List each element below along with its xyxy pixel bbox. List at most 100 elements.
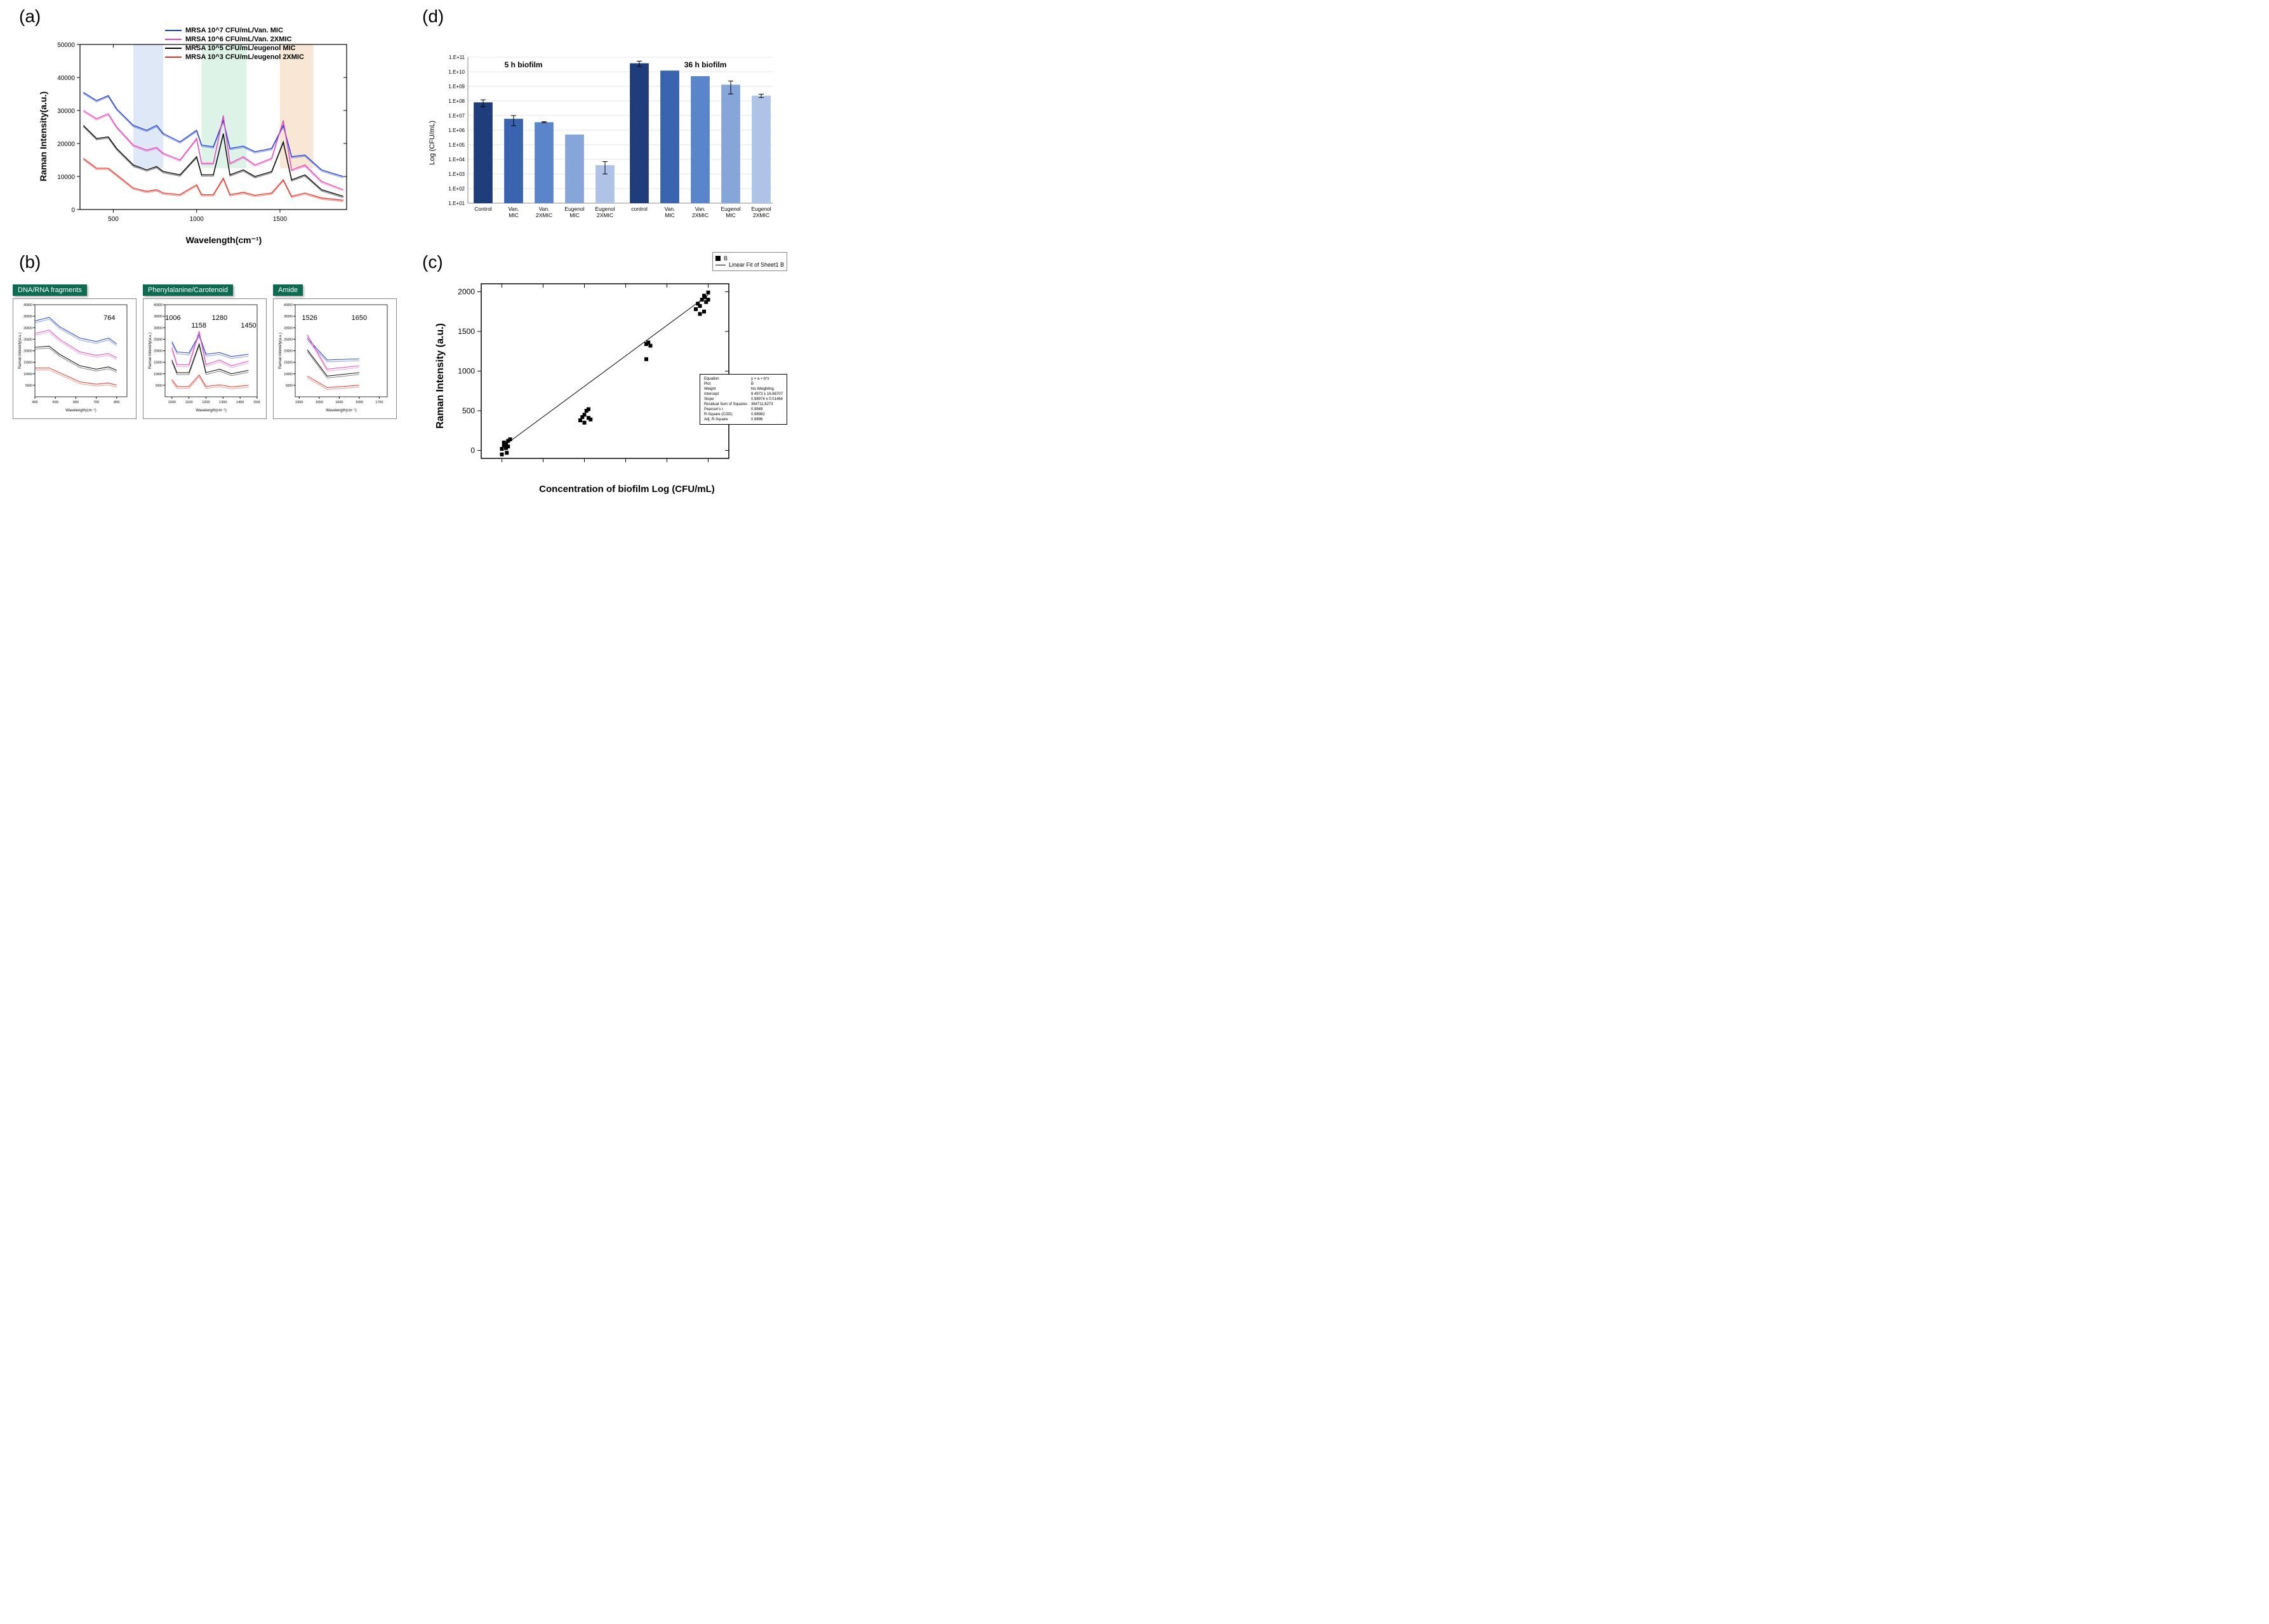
svg-text:40000: 40000 bbox=[284, 303, 293, 307]
svg-text:1.E+04: 1.E+04 bbox=[448, 157, 465, 163]
legend-line bbox=[165, 57, 182, 58]
svg-text:Van.: Van. bbox=[509, 206, 519, 212]
svg-text:1526: 1526 bbox=[302, 314, 317, 322]
panel-d-ylabel: Log (CFU/mL) bbox=[429, 121, 436, 165]
svg-text:40000: 40000 bbox=[23, 303, 32, 307]
stats-key: Pearson's r bbox=[703, 408, 749, 411]
svg-text:764: 764 bbox=[103, 314, 115, 322]
svg-text:1158: 1158 bbox=[191, 322, 206, 329]
svg-text:1550: 1550 bbox=[316, 401, 323, 404]
svg-text:1.E+05: 1.E+05 bbox=[448, 142, 465, 148]
stats-val: y = a + b*x bbox=[750, 377, 784, 381]
panel-b-label: (b) bbox=[19, 252, 41, 272]
svg-text:2XMIC: 2XMIC bbox=[753, 212, 769, 218]
svg-text:1300: 1300 bbox=[219, 401, 227, 404]
svg-text:1.E+06: 1.E+06 bbox=[448, 128, 465, 133]
svg-text:1.E+09: 1.E+09 bbox=[448, 84, 465, 90]
stats-key: Weight bbox=[703, 387, 749, 391]
svg-text:5000: 5000 bbox=[286, 384, 293, 388]
stats-val: 0.98982 bbox=[750, 413, 784, 416]
mini-chart: Amide50001000015000200002500030000350004… bbox=[273, 284, 397, 419]
svg-text:5000: 5000 bbox=[25, 384, 32, 388]
panel-a: (a) MRSA 10^7 CFU/mL/Van. MIC MRSA 10^6 … bbox=[13, 13, 397, 246]
panel-a-label: (a) bbox=[19, 6, 41, 27]
svg-text:25000: 25000 bbox=[23, 338, 32, 342]
legend-text: Linear Fit of Sheet1 B bbox=[729, 262, 784, 268]
svg-text:1700: 1700 bbox=[375, 401, 383, 404]
svg-text:1280: 1280 bbox=[212, 314, 227, 322]
svg-text:Van.: Van. bbox=[695, 206, 706, 212]
svg-text:2XMIC: 2XMIC bbox=[692, 212, 709, 218]
stats-key: Residual Sum of Squares bbox=[703, 403, 749, 406]
svg-text:0: 0 bbox=[71, 207, 75, 214]
svg-text:1650: 1650 bbox=[356, 401, 363, 404]
svg-text:Eugenol: Eugenol bbox=[595, 206, 615, 212]
panel-a-xlabel: Wavelength(cm⁻¹) bbox=[51, 235, 397, 246]
stats-key: Intercept bbox=[703, 392, 749, 396]
svg-text:1.E+03: 1.E+03 bbox=[448, 171, 465, 177]
mini-box: 5000100001500020000250003000035000400001… bbox=[143, 298, 267, 419]
stats-val: 364711.8273 bbox=[750, 403, 784, 406]
legend-line bbox=[165, 39, 182, 41]
svg-text:25000: 25000 bbox=[154, 338, 163, 342]
svg-text:1006: 1006 bbox=[165, 314, 180, 322]
legend-text: MRSA 10^7 CFU/mL/Van. MIC bbox=[185, 27, 283, 34]
svg-text:2XMIC: 2XMIC bbox=[597, 212, 613, 218]
svg-text:Wavelength(cm⁻¹): Wavelength(cm⁻¹) bbox=[65, 409, 96, 413]
legend-line bbox=[165, 30, 182, 32]
mini-chart: DNA/RNA fragments50001000015000200002500… bbox=[13, 284, 136, 419]
stats-box: Equationy = a + b*xPlotBWeightNo Weighti… bbox=[700, 374, 787, 425]
svg-text:15000: 15000 bbox=[23, 361, 32, 365]
legend-text: MRSA 10^3 CFU/mL/eugenol 2XMIC bbox=[185, 53, 304, 61]
stats-key: R-Square (COD) bbox=[703, 413, 749, 416]
svg-text:1450: 1450 bbox=[241, 322, 256, 329]
mini-box: 5000100001500020000250003000035000400001… bbox=[273, 298, 397, 419]
mini-box: 5000100001500020000250003000035000400004… bbox=[13, 298, 136, 419]
panel-a-chart: 0100002000030000400005000050010001500 bbox=[48, 38, 353, 235]
svg-text:5000: 5000 bbox=[156, 384, 163, 388]
mini-chart: Phenylalanine/Carotenoid5000100001500020… bbox=[143, 284, 267, 419]
svg-text:500: 500 bbox=[108, 216, 119, 223]
svg-text:Van.: Van. bbox=[665, 206, 675, 212]
panel-c-legend: B Linear Fit of Sheet1 B bbox=[712, 252, 787, 271]
svg-text:40000: 40000 bbox=[57, 75, 75, 82]
svg-text:MIC: MIC bbox=[569, 212, 580, 218]
svg-text:Raman Intensity(a.u.): Raman Intensity(a.u.) bbox=[149, 333, 152, 369]
svg-text:1400: 1400 bbox=[236, 401, 244, 404]
svg-text:400: 400 bbox=[32, 401, 37, 404]
panel-d-label: (d) bbox=[422, 6, 444, 27]
stats-key: Equation bbox=[703, 377, 749, 381]
svg-text:30000: 30000 bbox=[23, 326, 32, 330]
svg-text:1.E+01: 1.E+01 bbox=[448, 201, 465, 206]
panel-a-ylabel: Raman Intensity(a.u.) bbox=[38, 91, 48, 182]
panel-c-ylabel: Raman Intensity (a.u.) bbox=[435, 323, 446, 429]
svg-text:1500: 1500 bbox=[253, 401, 260, 404]
panel-d: (d) Log (CFU/mL) 1.E+011.E+021.E+031.E+0… bbox=[416, 13, 800, 246]
svg-text:600: 600 bbox=[73, 401, 79, 404]
svg-text:Eugenol: Eugenol bbox=[751, 206, 771, 212]
panel-c: (c) B Linear Fit of Sheet1 B Raman Inten… bbox=[416, 258, 800, 495]
legend-marker-icon bbox=[715, 256, 721, 261]
stats-val: 0.9896 bbox=[750, 418, 784, 422]
svg-text:1.E+10: 1.E+10 bbox=[448, 69, 465, 75]
svg-text:1200: 1200 bbox=[202, 401, 210, 404]
stats-val: 0.9949 bbox=[750, 408, 784, 411]
stats-val: 0.98974 ± 0.01464 bbox=[750, 397, 784, 401]
panel-c-chart: 0500100015002000 bbox=[446, 274, 738, 477]
svg-text:35000: 35000 bbox=[23, 315, 32, 319]
svg-text:1500: 1500 bbox=[273, 216, 288, 223]
mini-title: Amide bbox=[273, 284, 303, 296]
svg-text:20000: 20000 bbox=[57, 141, 75, 148]
svg-text:1.E+07: 1.E+07 bbox=[448, 113, 465, 119]
svg-text:MIC: MIC bbox=[726, 212, 736, 218]
svg-text:Van.: Van. bbox=[539, 206, 550, 212]
svg-text:1500: 1500 bbox=[295, 401, 303, 404]
svg-text:10000: 10000 bbox=[23, 373, 32, 376]
svg-text:10000: 10000 bbox=[57, 174, 75, 181]
legend-text: MRSA 10^6 CFU/mL/Van. 2XMIC bbox=[185, 36, 291, 43]
svg-text:Eugenol: Eugenol bbox=[721, 206, 740, 212]
svg-text:Wavelength(cm⁻¹): Wavelength(cm⁻¹) bbox=[326, 409, 357, 413]
svg-text:Wavelength(cm⁻¹): Wavelength(cm⁻¹) bbox=[196, 409, 227, 413]
svg-text:MIC: MIC bbox=[509, 212, 519, 218]
svg-text:15000: 15000 bbox=[284, 361, 293, 365]
